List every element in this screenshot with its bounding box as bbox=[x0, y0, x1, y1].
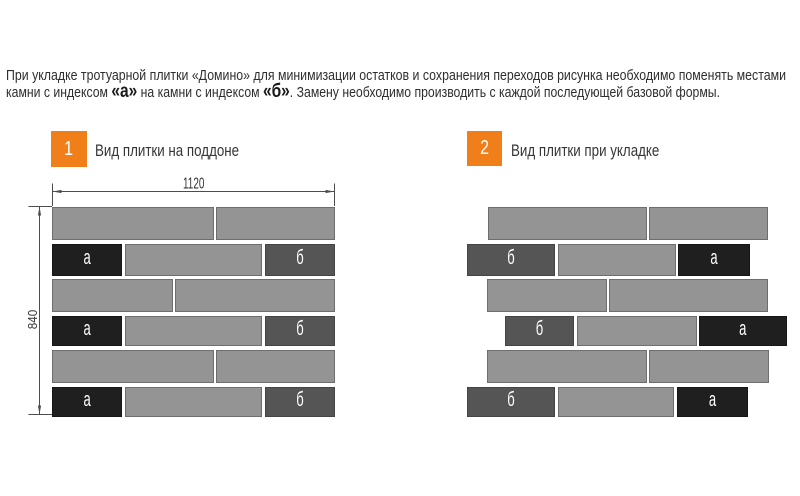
svg-text:840: 840 bbox=[25, 310, 40, 330]
svg-text:1120: 1120 bbox=[183, 174, 204, 192]
